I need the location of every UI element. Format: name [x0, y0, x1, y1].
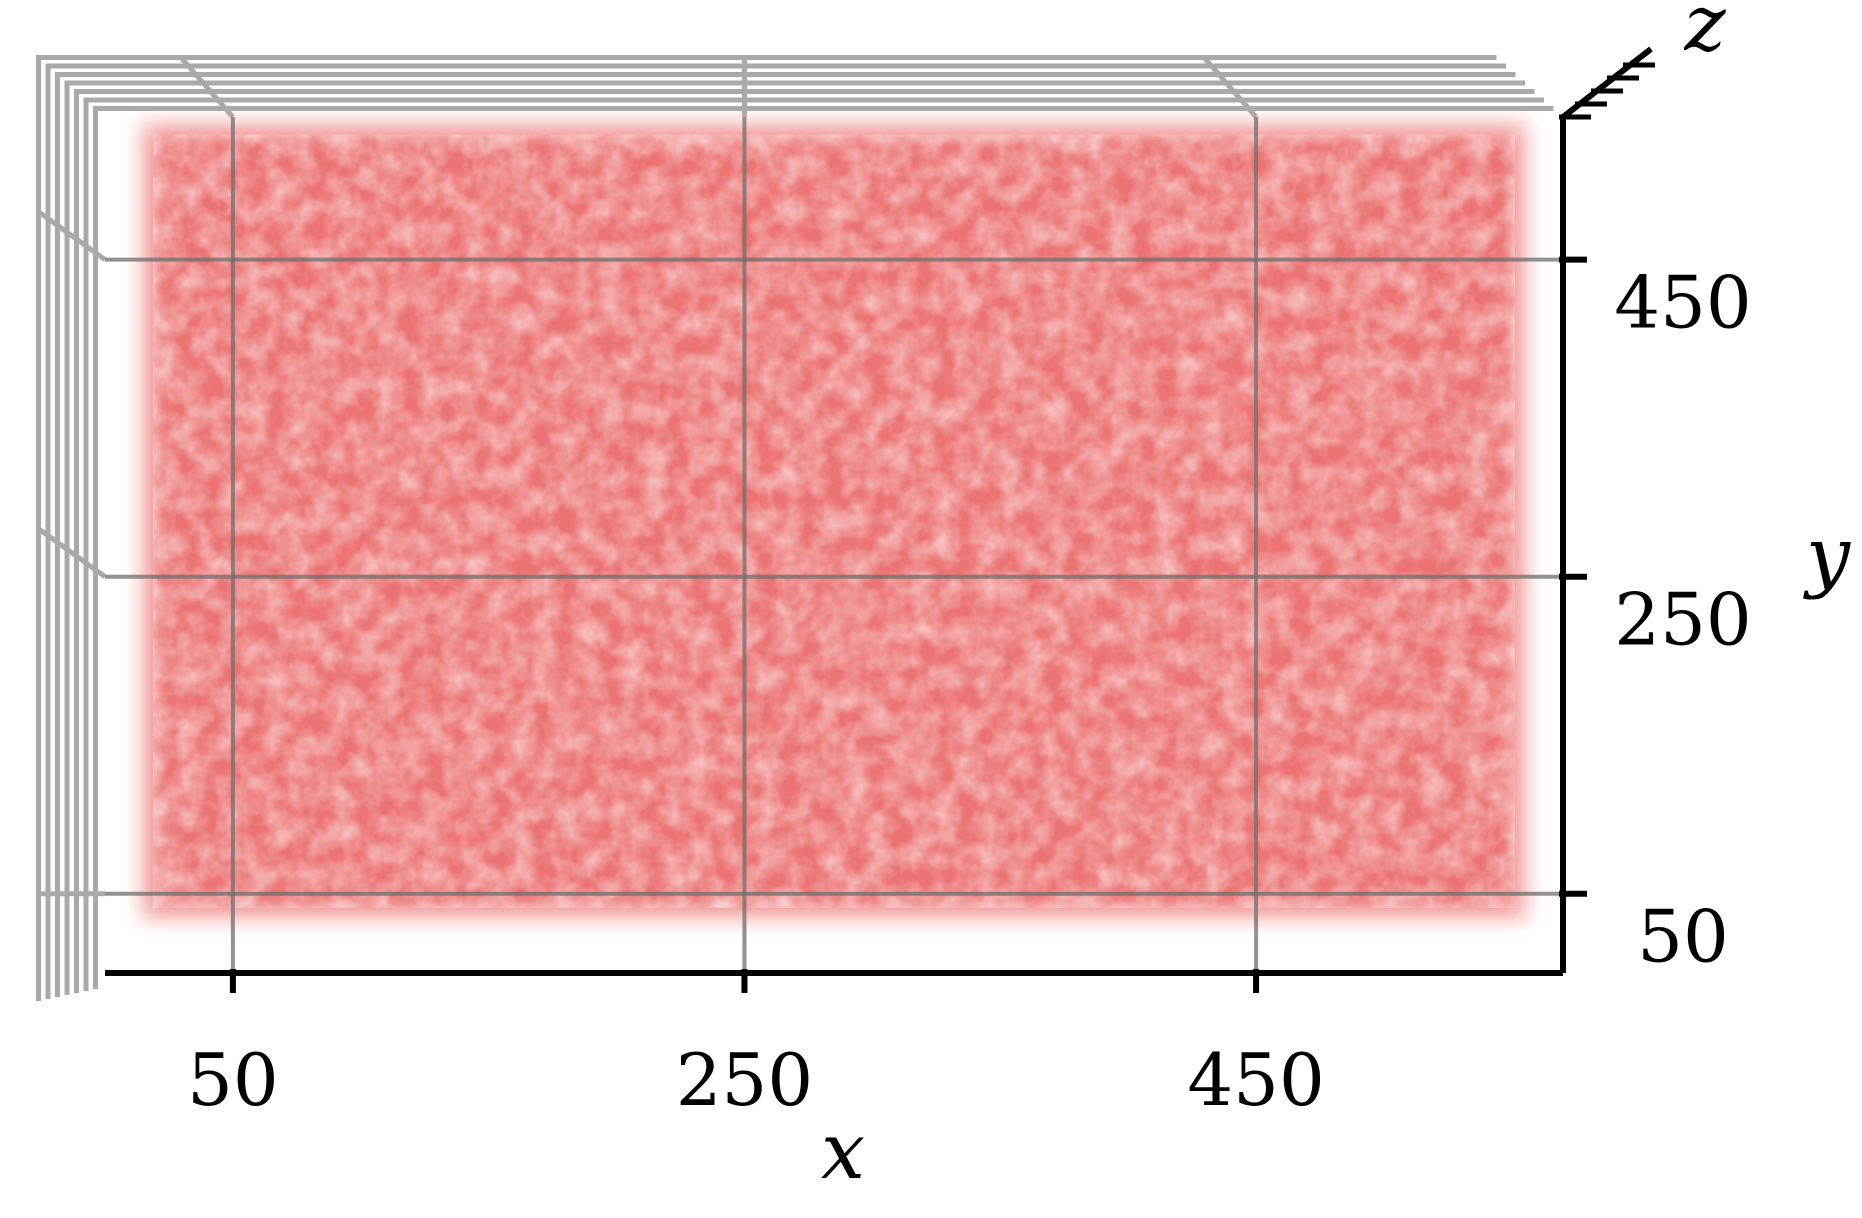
y-depth-connector: [37, 209, 107, 262]
back-grid-frames: [36, 55, 1554, 1001]
y-tick-label: 450: [1614, 261, 1751, 345]
axes: [105, 46, 1655, 993]
y-depth-connector: [37, 526, 107, 579]
z-axis-title: z: [1683, 0, 1726, 69]
y-axis-title: y: [1803, 511, 1851, 601]
x-tick-labels: 50 250 450: [187, 1038, 1325, 1122]
y-tick-labels: 50 250 450: [1614, 261, 1751, 979]
x-tick-label: 450: [1187, 1038, 1324, 1122]
back-frame-line: [55, 72, 1516, 997]
point-cloud-texture: [153, 134, 1515, 908]
back-frame-line: [93, 106, 1554, 989]
x-axis-title: x: [821, 1107, 865, 1197]
x-depth-connector: [1202, 55, 1258, 119]
y-tick-label: 250: [1614, 578, 1751, 662]
back-frame-line: [36, 55, 1497, 1001]
z-axis-line: [1561, 46, 1653, 120]
x-depth-connector: [179, 55, 235, 119]
back-frame-line: [45, 63, 1506, 999]
grid: [105, 117, 1563, 973]
back-frame-line: [64, 80, 1525, 995]
point-cloud-edge: [140, 121, 1528, 921]
x-tick-label: 250: [676, 1038, 813, 1122]
point-cloud: [140, 121, 1528, 921]
x-tick-label: 50: [187, 1038, 279, 1122]
back-frame-line: [83, 97, 1544, 991]
back-frame-line: [74, 89, 1535, 993]
y-tick-label: 50: [1637, 895, 1729, 979]
